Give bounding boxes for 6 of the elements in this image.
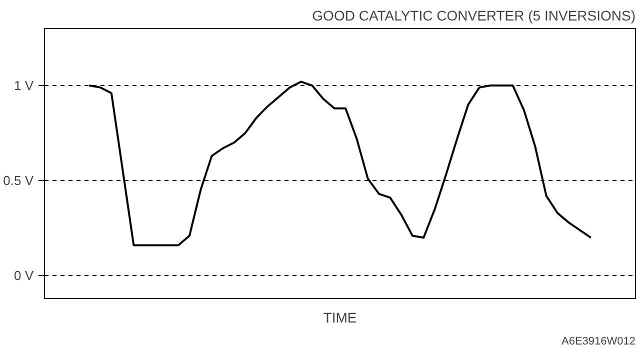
x-axis-title: TIME <box>323 310 357 326</box>
y-tick-label: 0 V <box>14 268 34 284</box>
text: A6E3916W012 <box>562 336 636 348</box>
y-tick-label: 1 V <box>14 78 34 94</box>
y-tick-label: 0.5 V <box>3 173 34 188</box>
chart-title: GOOD CATALYTIC CONVERTER (5 INVERSIONS) <box>312 8 636 24</box>
